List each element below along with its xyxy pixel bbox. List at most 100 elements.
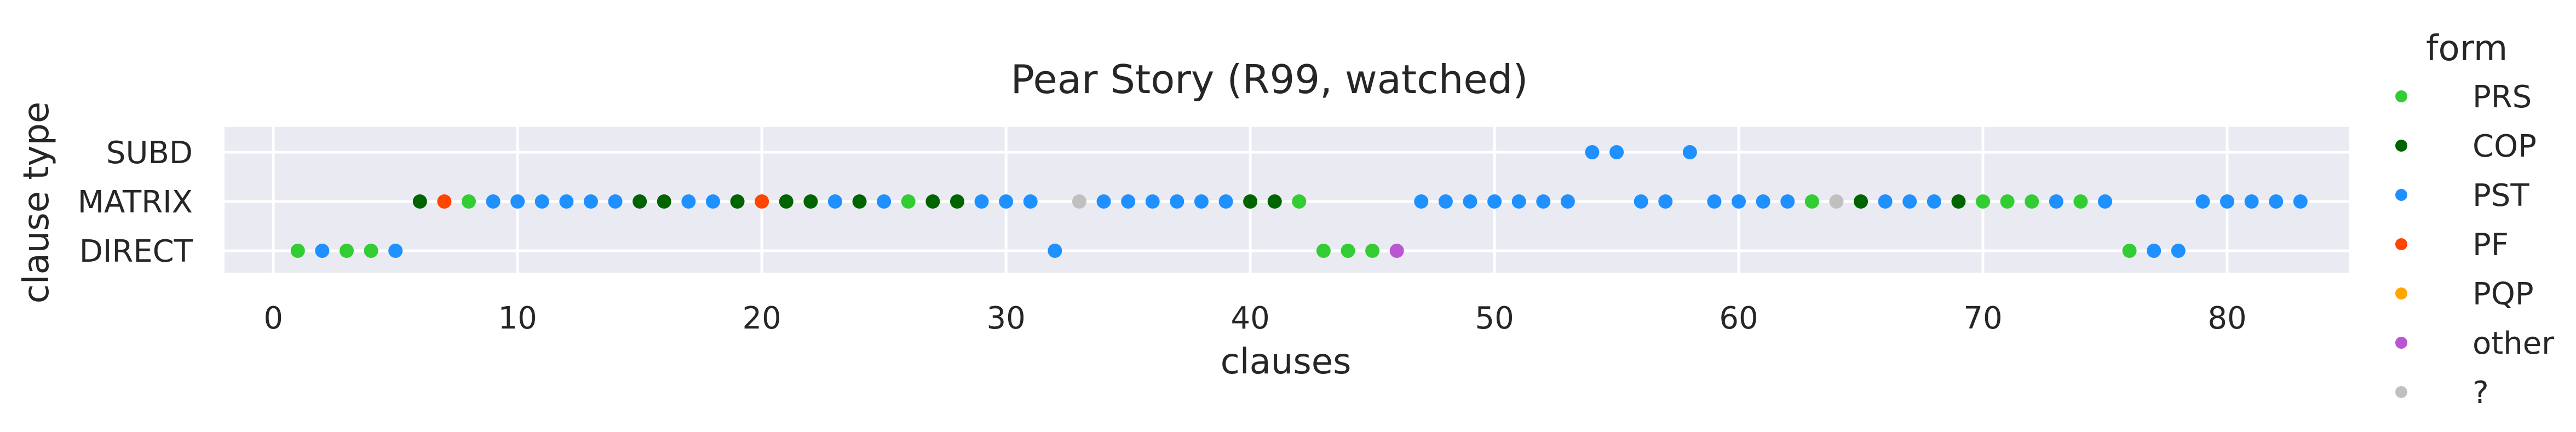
data-point [1267,194,1282,209]
legend-title: form [2426,28,2508,69]
data-point [779,194,794,209]
legend-label: other [2473,326,2555,361]
legend-label: ? [2473,375,2489,411]
data-point [1780,194,1795,209]
data-point [1341,244,1355,258]
x-tick-label: 30 [986,301,1025,336]
data-point [1243,194,1258,209]
data-point [1414,194,1429,209]
data-point [1048,244,1062,258]
chart-title: Pear Story (R99, watched) [1011,56,1528,102]
data-point [1585,145,1600,159]
data-point [1927,194,1941,209]
data-point [1194,194,1209,209]
legend-label: PST [2473,178,2529,214]
y-tick-label: DIRECT [79,234,193,269]
data-point [925,194,940,209]
legend-marker [2395,386,2407,398]
data-point [290,244,305,258]
x-tick-label: 0 [263,301,283,336]
data-point [2269,194,2284,209]
data-point [1560,194,1575,209]
x-tick-label: 70 [1963,301,2002,336]
legend-marker [2395,140,2407,152]
data-point [1463,194,1477,209]
y-tick-label: SUBD [106,135,193,171]
data-point [950,194,964,209]
data-point [2098,194,2113,209]
data-point [437,194,452,209]
data-point [1316,244,1331,258]
data-point [2171,244,2186,258]
legend-label: PF [2473,227,2509,263]
data-point [2073,194,2088,209]
data-point [315,244,330,258]
data-point [1829,194,1844,209]
data-point [1389,244,1404,258]
data-point [1218,194,1233,209]
legend-marker [2395,287,2407,299]
plot-area [225,127,2349,273]
x-axis-title: clauses [1221,342,1352,382]
x-tick-label: 20 [743,301,781,336]
x-tick-label: 60 [1719,301,1758,336]
data-point [608,194,623,209]
data-point [999,194,1014,209]
data-point [2000,194,2015,209]
data-point [2220,194,2235,209]
legend-marker [2395,189,2407,201]
data-point [1170,194,1185,209]
data-point [1682,145,1697,159]
data-point [339,244,354,258]
data-point [901,194,916,209]
data-point [755,194,769,209]
data-point [1732,194,1746,209]
x-tick-label: 50 [1475,301,1514,336]
data-point [2147,244,2161,258]
data-point [2025,194,2039,209]
legend-label: COP [2473,129,2537,164]
data-point [2195,194,2210,209]
data-point [1756,194,1770,209]
data-point [1292,194,1307,209]
data-point [461,194,476,209]
y-axis-ticks: SUBD MATRIX DIRECT [78,135,193,269]
data-point [1976,194,1991,209]
legend-marker [2395,90,2407,102]
legend: form PRS COP PST PF PQP other? [2395,28,2555,411]
data-point [1121,194,1136,209]
data-point [2293,194,2308,209]
data-point [730,194,745,209]
data-point [1609,145,1624,159]
data-point [1634,194,1648,209]
data-point [1365,244,1380,258]
data-point [827,194,842,209]
x-tick-label: 10 [498,301,537,336]
data-point [852,194,867,209]
legend-marker [2395,238,2407,250]
data-point [1438,194,1453,209]
data-point [2049,194,2063,209]
data-point [1096,194,1111,209]
data-point [583,194,598,209]
data-point [633,194,647,209]
data-point [510,194,525,209]
legend-label: PRS [2473,79,2532,115]
data-point [1707,194,1722,209]
data-point [1072,194,1086,209]
data-point [1804,194,1819,209]
y-tick-label: MATRIX [78,185,193,220]
data-point [1658,194,1673,209]
data-point [705,194,720,209]
data-point [2244,194,2259,209]
data-point [803,194,818,209]
data-point [534,194,549,209]
data-point [1902,194,1917,209]
data-point [364,244,378,258]
data-point [559,194,574,209]
data-point [2122,244,2137,258]
legend-label: PQP [2473,277,2534,312]
legend-items: PRS COP PST PF PQP other? [2395,79,2555,411]
data-point [486,194,501,209]
data-point [877,194,892,209]
